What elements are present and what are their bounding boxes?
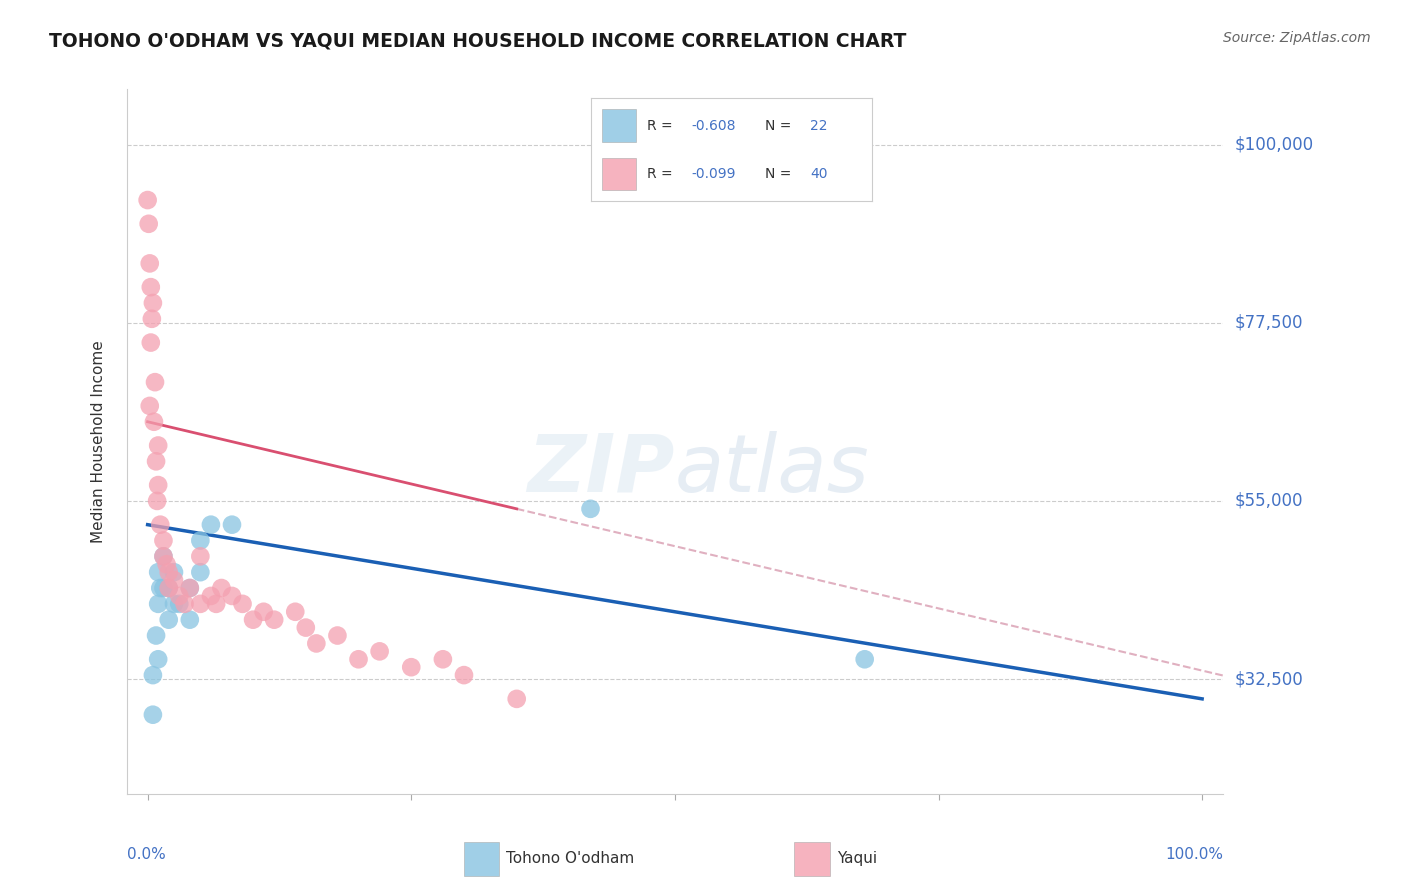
Point: [138, 399, 162, 413]
Point: [138, 217, 160, 231]
Text: N =: N =: [765, 119, 792, 133]
Point: [294, 621, 316, 635]
Point: [152, 549, 174, 564]
Point: [146, 597, 169, 611]
Point: [188, 533, 211, 548]
Text: R =: R =: [647, 119, 672, 133]
Point: [263, 613, 285, 627]
Point: [211, 581, 233, 595]
Point: [145, 628, 167, 642]
Point: [142, 707, 165, 722]
Point: [142, 668, 165, 682]
Text: $77,500: $77,500: [1234, 314, 1303, 332]
Point: [136, 193, 159, 207]
Bar: [602, 158, 636, 190]
Text: 22: 22: [810, 119, 827, 133]
Point: [188, 549, 211, 564]
Point: [506, 691, 529, 706]
Point: [163, 565, 186, 579]
Point: [221, 517, 243, 532]
Point: [145, 454, 167, 468]
Point: [368, 644, 391, 658]
Point: [157, 565, 180, 579]
Point: [242, 613, 264, 627]
Point: [163, 573, 186, 587]
Text: -0.099: -0.099: [692, 167, 737, 181]
Point: [200, 589, 222, 603]
Point: [188, 565, 211, 579]
Point: [188, 597, 211, 611]
Point: [149, 517, 172, 532]
Text: Tohono O'odham: Tohono O'odham: [506, 852, 634, 866]
Point: [146, 652, 169, 666]
Point: [138, 256, 162, 270]
Point: [579, 501, 602, 516]
Point: [253, 605, 276, 619]
Text: ZIP: ZIP: [527, 431, 675, 508]
Y-axis label: Median Household Income: Median Household Income: [91, 340, 105, 543]
Text: 100.0%: 100.0%: [1166, 847, 1223, 862]
Point: [146, 478, 169, 492]
Text: -0.608: -0.608: [692, 119, 737, 133]
Point: [432, 652, 454, 666]
Text: atlas: atlas: [675, 431, 870, 508]
Point: [155, 558, 177, 572]
Text: 40: 40: [810, 167, 827, 181]
Point: [221, 589, 243, 603]
Point: [139, 280, 162, 294]
Text: 0.0%: 0.0%: [127, 847, 166, 862]
Text: R =: R =: [647, 167, 672, 181]
Point: [169, 597, 191, 611]
Point: [179, 613, 201, 627]
Text: $32,500: $32,500: [1234, 670, 1303, 688]
Point: [157, 581, 180, 595]
Point: [179, 581, 201, 595]
Point: [143, 415, 166, 429]
Point: [205, 597, 228, 611]
Point: [453, 668, 475, 682]
Point: [149, 581, 172, 595]
Point: [142, 296, 165, 310]
Text: Source: ZipAtlas.com: Source: ZipAtlas.com: [1223, 31, 1371, 45]
Point: [146, 565, 169, 579]
Point: [200, 517, 222, 532]
Point: [157, 613, 180, 627]
Point: [157, 581, 180, 595]
Point: [139, 335, 162, 350]
Text: TOHONO O'ODHAM VS YAQUI MEDIAN HOUSEHOLD INCOME CORRELATION CHART: TOHONO O'ODHAM VS YAQUI MEDIAN HOUSEHOLD…: [49, 31, 907, 50]
Point: [179, 581, 201, 595]
Point: [231, 597, 254, 611]
Point: [152, 533, 174, 548]
Point: [169, 589, 191, 603]
Point: [143, 375, 166, 389]
Point: [173, 597, 195, 611]
Text: $55,000: $55,000: [1234, 491, 1303, 510]
Point: [853, 652, 876, 666]
Text: N =: N =: [765, 167, 792, 181]
Point: [152, 581, 174, 595]
Point: [146, 438, 169, 452]
Point: [141, 311, 163, 326]
Point: [152, 549, 174, 564]
Point: [284, 605, 307, 619]
Point: [347, 652, 370, 666]
Point: [163, 597, 186, 611]
Text: Yaqui: Yaqui: [837, 852, 877, 866]
Point: [146, 494, 169, 508]
Point: [305, 636, 328, 650]
Bar: [602, 110, 636, 142]
Point: [326, 628, 349, 642]
Text: $100,000: $100,000: [1234, 136, 1313, 153]
Point: [401, 660, 423, 674]
